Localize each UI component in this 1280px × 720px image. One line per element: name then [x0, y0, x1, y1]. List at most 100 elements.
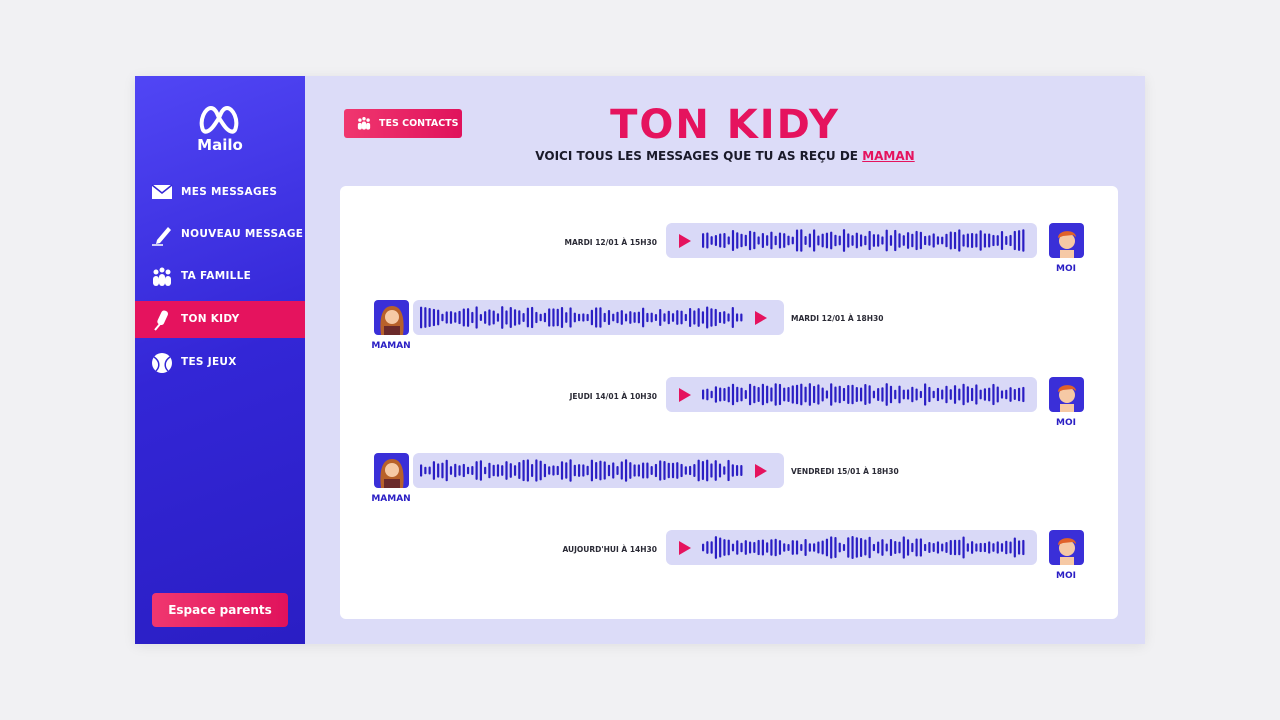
wave-bar: [719, 387, 722, 402]
play-button[interactable]: [678, 540, 692, 556]
wave-bar: [748, 230, 752, 251]
wave-bar: [475, 461, 478, 480]
wave-bar: [420, 306, 423, 329]
wave-bar: [437, 309, 440, 326]
wave-bar: [556, 308, 559, 327]
wave-bar: [877, 541, 880, 554]
wave-bar: [753, 385, 756, 404]
wave-bar: [872, 543, 875, 552]
wave-bar: [535, 311, 538, 324]
wave-bar: [501, 306, 504, 329]
avatar: [1049, 530, 1084, 565]
wave-bar: [560, 461, 564, 480]
waveform: [702, 383, 1025, 406]
wave-bar: [458, 310, 461, 325]
wave-bar: [941, 236, 944, 245]
wave-bar: [778, 232, 782, 249]
wave-bar: [671, 462, 675, 479]
wave-bar: [624, 459, 628, 482]
wave-bar: [766, 542, 769, 553]
wave-bar: [706, 388, 709, 401]
wave-bar: [821, 233, 824, 248]
wave-bar: [932, 233, 935, 248]
wave-bar: [642, 307, 645, 328]
wave-bar: [740, 387, 743, 402]
wave-bar: [740, 465, 743, 476]
wave-bar: [847, 537, 850, 558]
wave-bar: [915, 230, 918, 251]
wave-bar: [898, 541, 901, 554]
wave-bar: [484, 311, 487, 324]
wave-bar: [526, 459, 529, 482]
avatar-face: [380, 306, 404, 335]
wave-bar: [612, 462, 615, 479]
wave-bar: [573, 312, 576, 323]
menu-label: TON KIDY: [181, 313, 240, 325]
wave-bar: [462, 463, 465, 478]
subtitle-text: VOICI TOUS LES MESSAGES QUE TU AS REÇU D…: [535, 149, 859, 163]
contacts-button[interactable]: TES CONTACTS: [344, 109, 462, 138]
menu-item[interactable]: TA FAMILLE: [135, 258, 305, 295]
menu-item-active[interactable]: TON KIDY: [135, 301, 305, 338]
wave-bar: [684, 313, 687, 322]
wave-bar: [859, 537, 863, 558]
wave-bar: [911, 233, 914, 248]
play-button[interactable]: [678, 387, 692, 403]
wave-bar: [791, 385, 794, 404]
wave-bar: [877, 234, 880, 247]
wave-bar: [766, 235, 769, 246]
wave-bar: [766, 385, 769, 404]
wave-bar: [633, 464, 636, 477]
wave-bar: [693, 463, 696, 478]
wave-bar: [898, 385, 901, 404]
wave-bar: [906, 232, 910, 249]
wave-bar: [859, 387, 863, 402]
wave-bar: [654, 313, 658, 322]
wave-bar: [466, 466, 470, 475]
wave-bar: [975, 233, 978, 248]
wave-bar: [800, 543, 803, 552]
wave-bar: [757, 539, 760, 556]
play-button[interactable]: [678, 233, 692, 249]
wave-bar: [437, 463, 440, 478]
wave-bar: [889, 235, 893, 246]
menu-item[interactable]: TES JEUX: [135, 344, 305, 381]
wave-bar: [787, 235, 790, 246]
wave-bar: [1022, 539, 1025, 556]
wave-bar: [778, 383, 782, 406]
wave-bar: [868, 385, 871, 404]
parents-button[interactable]: Espace parents: [152, 593, 288, 627]
wave-bar: [744, 540, 747, 555]
wave-bar: [774, 235, 777, 246]
wave-bar: [620, 461, 623, 480]
sender-label: MAMAN: [371, 494, 411, 504]
waveform: [702, 536, 1025, 559]
wave-bar: [928, 386, 931, 403]
wave-bar: [727, 539, 730, 556]
wave-bar: [851, 536, 854, 559]
avatar-face: [1058, 538, 1076, 565]
waveform: [420, 306, 743, 329]
menu-item[interactable]: MES MESSAGES: [135, 174, 305, 211]
play-button[interactable]: [754, 310, 768, 326]
wave-bar: [808, 543, 811, 552]
app-window: Mailo MES MESSAGES NOUVEAU MESSAGE TA FA…: [135, 76, 1145, 644]
wave-bar: [975, 543, 978, 552]
waveform: [702, 229, 1025, 252]
wave-bar: [847, 233, 850, 248]
wave-bar: [958, 539, 961, 556]
wave-bar: [894, 229, 897, 252]
play-button[interactable]: [754, 463, 768, 479]
play-icon: [679, 234, 691, 248]
play-icon: [755, 464, 767, 478]
wave-bar: [868, 230, 871, 251]
play-icon: [755, 311, 767, 325]
wave-bar: [710, 308, 713, 327]
contact-link[interactable]: MAMAN: [862, 149, 915, 163]
logo-icon: [199, 106, 239, 134]
wave-bar: [577, 464, 581, 477]
wave-bar: [458, 465, 461, 476]
wave-bar: [1009, 234, 1012, 247]
wave-bar: [949, 540, 952, 555]
menu-item[interactable]: NOUVEAU MESSAGE: [135, 216, 305, 253]
